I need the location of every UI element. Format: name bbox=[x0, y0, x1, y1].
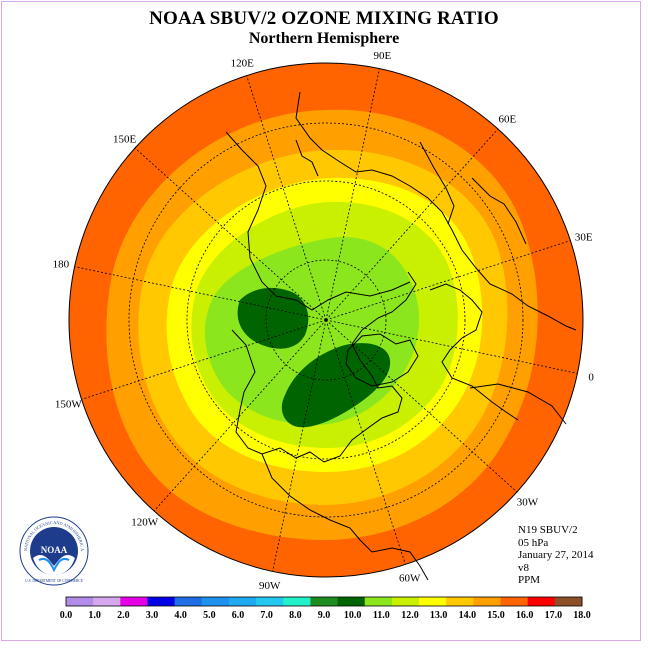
colorbar-swatch bbox=[120, 597, 148, 606]
latitude-circle-80n bbox=[265, 259, 387, 381]
colorbar-tick-label: 15.0 bbox=[487, 610, 505, 621]
meridian-line bbox=[134, 147, 327, 321]
colorbar-swatch bbox=[419, 597, 447, 606]
coastline-africa bbox=[469, 383, 567, 425]
longitude-label: 120W bbox=[131, 516, 159, 528]
colorbar-tick-label: 7.0 bbox=[260, 610, 273, 621]
colorbar-swatch bbox=[500, 597, 529, 606]
noaa-logo: NOAA NATIONAL OCEANIC AND ATMOSPHERIC AD… bbox=[19, 516, 89, 586]
colorbar-tick-label: 1.0 bbox=[88, 610, 101, 621]
longitude-label: 90E bbox=[373, 50, 391, 62]
colorbar-swatch bbox=[473, 597, 502, 606]
colorbar-tick-label: 0.0 bbox=[60, 610, 73, 621]
coastline-central-america bbox=[261, 453, 373, 553]
colorbar-swatch bbox=[310, 597, 339, 606]
colorbar-swatch bbox=[201, 597, 230, 606]
coastline-north-america bbox=[231, 271, 417, 463]
colorbar-outline bbox=[65, 596, 583, 607]
colorbar-swatch bbox=[147, 597, 176, 606]
colorbar-swatch bbox=[93, 597, 121, 606]
colorbar: 0.0 1.0 2.0 3.0 4.0 5.0 6.0 7.0 8.0 9.0 10.0 11.0 12… bbox=[60, 596, 591, 621]
meridian-line bbox=[153, 319, 327, 512]
colorbar-swatch bbox=[283, 597, 311, 606]
coastline-greenland bbox=[345, 333, 419, 387]
meridian-line bbox=[246, 75, 327, 321]
colorbar-swatch bbox=[446, 597, 474, 606]
coastline-india bbox=[419, 141, 455, 225]
coastline-asia bbox=[295, 91, 577, 331]
meridian-line bbox=[325, 68, 380, 321]
colorbar-swatch bbox=[364, 597, 393, 606]
page-title: NOAA SBUV/2 OZONE MIXING RATIO bbox=[149, 8, 499, 29]
coastline-east-asia bbox=[225, 131, 411, 311]
longitude-label: 150E bbox=[113, 134, 137, 146]
page-subtitle: Northern Hemisphere bbox=[248, 30, 400, 47]
colorbar-tick-label: 18.0 bbox=[573, 610, 591, 621]
colorbar-swatch bbox=[228, 597, 257, 606]
coastline-japan bbox=[295, 139, 319, 177]
coastline-south-america bbox=[371, 547, 429, 581]
colorbar-tick-label: 5.0 bbox=[203, 610, 216, 621]
colorbar-tick-label: 11.0 bbox=[373, 610, 390, 621]
colorbar-tick-label: 8.0 bbox=[289, 610, 302, 621]
latitude-circle-30n bbox=[128, 122, 524, 518]
colorbar-tick-label: 14.0 bbox=[459, 610, 477, 621]
noaa-logo-text: NOAA bbox=[41, 545, 68, 555]
info-version: v8 bbox=[518, 561, 529, 574]
longitude-label: 150W bbox=[55, 399, 83, 411]
meridian-line bbox=[325, 319, 406, 565]
data-info-block: N19 SBUV/2 05 hPa January 27, 2014 v8 PP… bbox=[518, 524, 593, 587]
info-pressure-level: 05 hPa bbox=[518, 536, 549, 549]
colorbar-tick-label: 12.0 bbox=[401, 610, 419, 621]
colorbar-swatch bbox=[391, 597, 420, 606]
colorbar-tick-label: 13.0 bbox=[430, 610, 448, 621]
longitude-label: 90W bbox=[259, 580, 281, 592]
meridian-line bbox=[81, 319, 327, 400]
meridian-line bbox=[325, 319, 518, 493]
colorbar-tick-label: 17.0 bbox=[545, 610, 563, 621]
colorbar-tick-label: 16.0 bbox=[516, 610, 534, 621]
meridian-line bbox=[325, 240, 571, 321]
colorbar-tick-label: 2.0 bbox=[117, 610, 130, 621]
colorbar-tick-label: 6.0 bbox=[232, 610, 245, 621]
colorbar-swatch bbox=[527, 597, 556, 606]
info-units: PPM bbox=[518, 574, 541, 586]
coastlines bbox=[225, 91, 577, 581]
meridian-line bbox=[325, 128, 499, 321]
longitude-label: 60W bbox=[399, 573, 421, 585]
meridian-line bbox=[325, 319, 578, 374]
map-rim bbox=[68, 62, 584, 578]
coastline-europe bbox=[429, 283, 519, 421]
colorbar-tick-label: 4.0 bbox=[174, 610, 187, 621]
colorbar-swatch bbox=[174, 597, 203, 606]
longitude-label: 60E bbox=[498, 114, 516, 126]
longitude-label: 30W bbox=[517, 496, 539, 508]
latitude-circle-60n bbox=[186, 180, 466, 460]
colorbar-swatch bbox=[66, 597, 94, 606]
colorbar-tick-label: 10.0 bbox=[344, 610, 362, 621]
colorbar-swatch bbox=[337, 597, 366, 606]
noaa-logo-bottom-text: U.S. DEPARTMENT OF COMMERCE bbox=[25, 579, 84, 583]
info-instrument: N19 SBUV/2 bbox=[518, 524, 578, 536]
colorbar-tick-label: 9.0 bbox=[318, 610, 331, 621]
colorbar-swatch bbox=[256, 597, 284, 606]
graticule bbox=[74, 68, 578, 572]
longitude-label: 0 bbox=[588, 371, 594, 383]
longitude-label: 180 bbox=[53, 259, 70, 271]
colorbar-tick-label: 3.0 bbox=[146, 610, 159, 621]
meridian-line bbox=[272, 319, 327, 572]
longitude-label: 30E bbox=[575, 231, 593, 243]
coastline-arabia bbox=[471, 177, 527, 245]
meridian-line bbox=[74, 266, 327, 321]
info-date: January 27, 2014 bbox=[518, 549, 594, 561]
ozone-max-pacific bbox=[237, 287, 309, 349]
longitude-label: 120E bbox=[231, 57, 255, 69]
colorbar-swatch bbox=[554, 597, 583, 606]
